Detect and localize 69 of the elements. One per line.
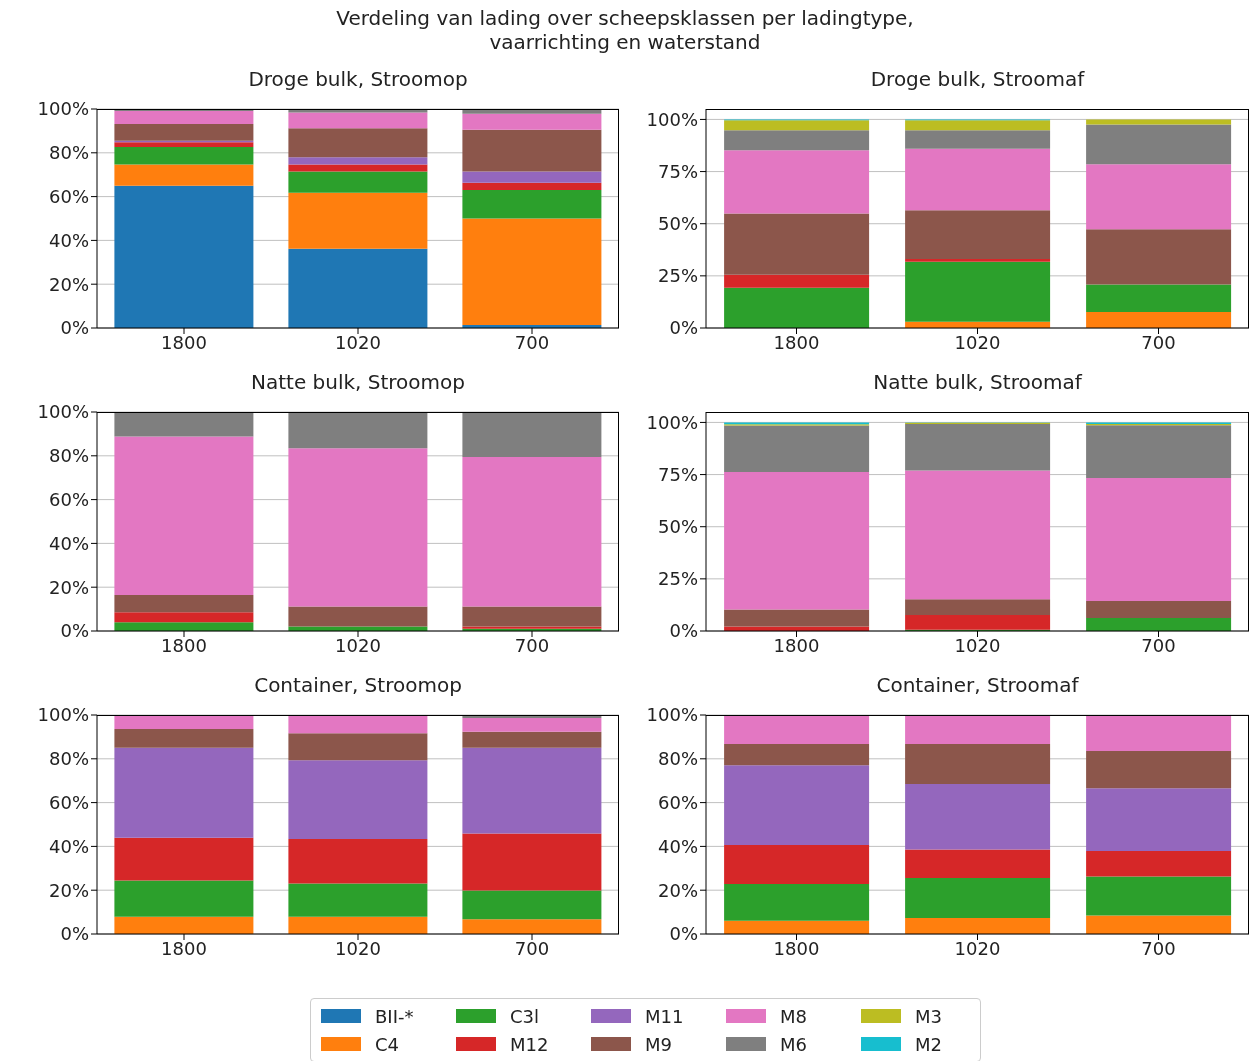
- y-tick-label: 50%: [657, 516, 698, 538]
- chart-title: Container, Stroomop: [253, 673, 463, 699]
- y-tick-label: 20%: [657, 879, 698, 901]
- y-tick-label: 40%: [48, 229, 89, 251]
- y-tick-label: 20%: [48, 273, 89, 295]
- y-tick-label: 80%: [48, 142, 89, 164]
- y-tick-label: 100%: [37, 98, 89, 120]
- legend-label: M3: [915, 1005, 943, 1027]
- y-tick-label: 100%: [646, 411, 698, 433]
- legend-label: M12: [510, 1033, 550, 1055]
- y-tick-label: 100%: [37, 704, 89, 726]
- y-tick-label: 40%: [657, 835, 698, 857]
- x-tick-label: 700: [514, 331, 550, 353]
- y-tick-label: 20%: [48, 879, 89, 901]
- y-tick-label: 80%: [657, 748, 698, 770]
- text: Verdeling van lading over scheepsklassen per ladingtype, vaarrichting en waterstand: [335, 6, 915, 54]
- y-tick-label: 0%: [669, 923, 698, 945]
- y-tick-label: 0%: [669, 620, 698, 642]
- legend-label: M9: [645, 1033, 673, 1055]
- legend-label: M11: [645, 1005, 685, 1027]
- y-tick-label: 20%: [48, 576, 89, 598]
- x-tick-label: 700: [514, 634, 550, 656]
- y-tick-label: 0%: [60, 923, 89, 945]
- y-tick-label: 75%: [657, 463, 698, 485]
- y-tick-label: 0%: [60, 620, 89, 642]
- chart-title: Droge bulk, Stroomop: [247, 67, 469, 93]
- y-tick-label: 40%: [48, 532, 89, 554]
- x-tick-label: 700: [1141, 634, 1176, 656]
- y-tick-label: 60%: [48, 791, 89, 813]
- x-tick-label: 1800: [773, 937, 820, 959]
- chart-title: Natte bulk, Stroomaf: [872, 370, 1084, 396]
- x-tick-label: 1800: [773, 331, 820, 353]
- y-tick-label: 50%: [657, 213, 698, 235]
- y-tick-label: 100%: [646, 108, 698, 130]
- y-tick-label: 75%: [657, 160, 698, 182]
- legend-label: BII-*: [375, 1005, 415, 1027]
- legend-label: M8: [780, 1005, 808, 1027]
- y-tick-label: 80%: [48, 748, 89, 770]
- x-tick-label: 1020: [954, 937, 1001, 959]
- x-tick-label: 1020: [954, 634, 1001, 656]
- y-tick-label: 0%: [669, 317, 698, 339]
- legend-label: M2: [915, 1033, 943, 1055]
- x-tick-label: 1800: [773, 634, 820, 656]
- y-tick-label: 60%: [48, 488, 89, 510]
- x-tick-label: 700: [1141, 331, 1176, 353]
- x-tick-label: 1020: [335, 937, 381, 959]
- x-tick-label: 1800: [161, 634, 207, 656]
- y-tick-label: 100%: [37, 401, 89, 423]
- legend-label: C4: [375, 1033, 401, 1055]
- chart-title: Container, Stroomaf: [875, 673, 1080, 699]
- legend-label: M6: [780, 1033, 808, 1055]
- y-tick-label: 100%: [646, 704, 698, 726]
- y-tick-label: 80%: [48, 445, 89, 467]
- x-tick-label: 1800: [161, 331, 207, 353]
- y-tick-label: 60%: [48, 185, 89, 207]
- x-tick-label: 1800: [161, 937, 207, 959]
- chart-title: Natte bulk, Stroomop: [250, 370, 466, 396]
- y-tick-label: 40%: [48, 835, 89, 857]
- legend-label: C3l: [510, 1005, 541, 1027]
- x-tick-label: 1020: [954, 331, 1001, 353]
- x-tick-label: 700: [1141, 937, 1176, 959]
- x-tick-label: 1020: [335, 331, 381, 353]
- chart-title: Droge bulk, Stroomaf: [869, 67, 1086, 93]
- y-tick-label: 0%: [60, 317, 89, 339]
- x-tick-label: 1020: [335, 634, 381, 656]
- y-tick-label: 60%: [657, 791, 698, 813]
- y-tick-label: 25%: [657, 568, 698, 590]
- x-tick-label: 700: [514, 937, 550, 959]
- y-tick-label: 25%: [657, 265, 698, 287]
